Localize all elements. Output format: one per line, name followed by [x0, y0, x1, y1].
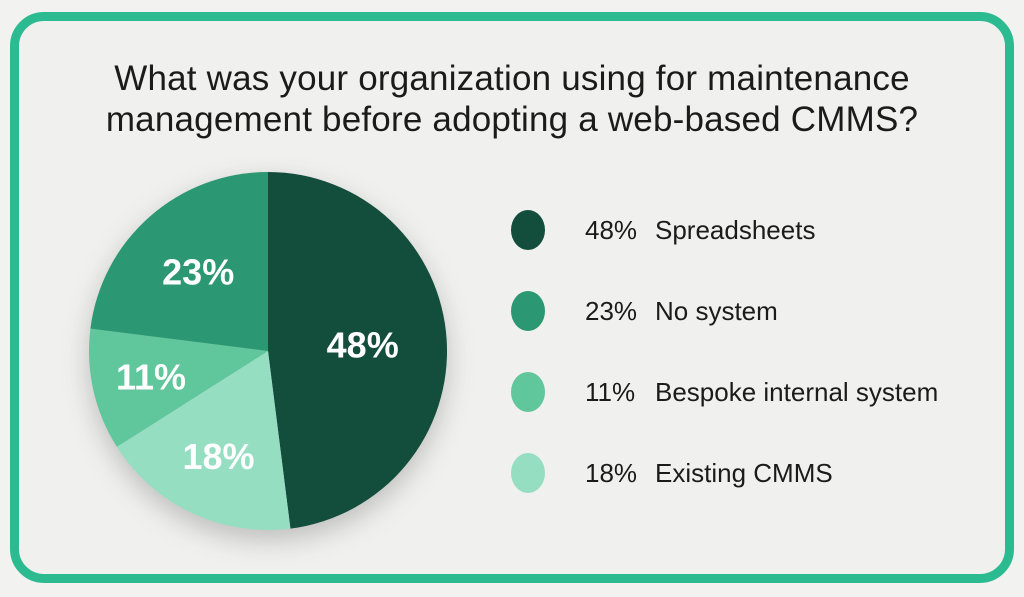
legend-item-existing-cmms: 18% Existing CMMS: [511, 453, 938, 493]
legend-item-spreadsheets: 48% Spreadsheets: [511, 210, 938, 250]
legend-label: Spreadsheets: [655, 214, 816, 245]
legend-percent: 11%: [585, 376, 636, 407]
legend-label: No system: [655, 295, 778, 326]
pie-slice-percent-label: 18%: [182, 436, 254, 477]
legend-percent: 23%: [585, 295, 638, 326]
pie-chart: 48% 18% 11% 23%: [89, 172, 447, 530]
infographic-card: What was your organization using for mai…: [10, 12, 1014, 583]
legend-percent: 18%: [585, 457, 638, 488]
legend-item-no-system: 23% No system: [511, 291, 938, 331]
pie-slice-spreadsheets: [268, 172, 447, 529]
pie-slice-percent-label: 23%: [162, 251, 234, 292]
pie-slice-percent-label: 11%: [116, 357, 186, 398]
pie-slice-existing-cmms: [116, 351, 291, 530]
legend: 48% Spreadsheets 23% No system 11% Bespoke in…: [511, 210, 938, 493]
legend-label: Bespoke internal system: [655, 376, 939, 407]
legend-swatch-icon: [511, 372, 545, 412]
chart-title: What was your organization using for mai…: [105, 59, 919, 139]
pie-slice-percent-label: 48%: [327, 325, 399, 366]
legend-swatch-icon: [511, 210, 545, 250]
legend-swatch-icon: [511, 453, 545, 493]
legend-swatch-icon: [511, 291, 545, 331]
legend-percent: 48%: [585, 214, 638, 245]
pie-slice-no-system: [90, 172, 268, 351]
pie-slice-bespoke-internal-system: [89, 328, 268, 447]
legend-label: Existing CMMS: [655, 457, 833, 488]
legend-item-bespoke-internal-system: 11% Bespoke internal system: [511, 372, 938, 412]
